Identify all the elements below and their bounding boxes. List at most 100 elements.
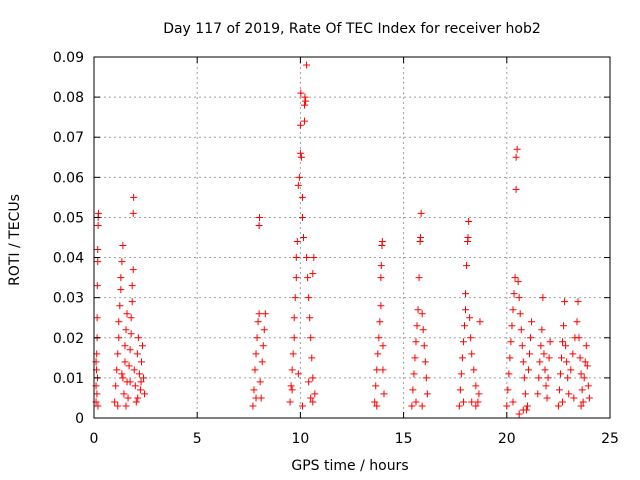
data-point [460, 322, 468, 330]
data-point [134, 334, 142, 342]
data-point [523, 402, 531, 410]
data-point [116, 302, 124, 310]
data-point [409, 386, 417, 394]
data-point [464, 234, 472, 241]
data-point [520, 374, 528, 382]
data-point [408, 402, 416, 410]
data-point [515, 410, 523, 418]
data-point [537, 342, 545, 350]
data-point [290, 314, 298, 322]
data-point [251, 366, 259, 374]
data-point [305, 378, 313, 386]
data-point [421, 358, 429, 366]
data-point [306, 314, 314, 322]
data-point [376, 318, 384, 326]
data-point [458, 354, 466, 362]
data-point [541, 366, 549, 374]
data-point [290, 334, 298, 342]
y-tick-label: 0.03 [53, 291, 84, 307]
data-point [470, 366, 478, 374]
data-point [466, 314, 474, 322]
data-point [260, 326, 268, 334]
data-point [250, 386, 258, 394]
data-point [542, 382, 550, 390]
data-point [545, 354, 553, 362]
data-point [509, 398, 517, 406]
data-point [297, 153, 305, 161]
data-point [253, 334, 261, 342]
data-point [459, 398, 467, 406]
x-tick-label: 20 [498, 431, 516, 447]
data-point [120, 390, 128, 398]
data-point [503, 402, 511, 410]
data-point [296, 149, 304, 157]
data-point [465, 217, 473, 225]
data-point [379, 342, 387, 350]
data-point [528, 318, 536, 326]
data-point [301, 117, 309, 125]
data-point [413, 322, 421, 330]
data-point [559, 398, 567, 406]
data-point [412, 338, 420, 346]
data-point [475, 390, 483, 398]
y-tick-label: 0.09 [53, 50, 84, 66]
data-point [377, 302, 385, 310]
data-point [114, 350, 122, 358]
data-point [507, 338, 515, 346]
data-point [115, 318, 123, 326]
data-point [474, 398, 482, 406]
data-point [130, 193, 138, 201]
data-point [127, 330, 135, 338]
y-tick-label: 0.07 [53, 130, 84, 146]
data-point [373, 366, 381, 374]
data-point [417, 234, 425, 241]
data-point [557, 354, 565, 362]
data-point [126, 346, 134, 354]
data-point [516, 310, 524, 318]
data-point [468, 350, 476, 358]
data-point [94, 402, 102, 410]
data-point [378, 238, 386, 246]
data-point [411, 354, 419, 362]
data-point [288, 386, 296, 394]
chart-title: Day 117 of 2019, Rate Of TEC Index for r… [163, 21, 541, 37]
data-point [311, 390, 319, 398]
data-point [576, 354, 584, 362]
data-point [580, 374, 588, 382]
data-point [114, 402, 122, 410]
data-point [93, 282, 101, 290]
data-point [573, 318, 581, 326]
data-point [373, 402, 381, 410]
data-point [459, 338, 467, 346]
data-point [288, 366, 296, 374]
data-point [417, 209, 425, 217]
data-point [511, 274, 519, 282]
data-point [472, 402, 480, 410]
data-point [514, 278, 522, 286]
x-tick-label: 5 [193, 431, 202, 447]
data-point [543, 394, 551, 402]
data-point [527, 334, 535, 342]
data-point [423, 390, 431, 398]
data-point [563, 358, 571, 366]
data-point [309, 270, 317, 278]
data-point [252, 350, 260, 358]
data-point [570, 394, 578, 402]
points-layer [92, 61, 593, 418]
data-point [472, 382, 480, 390]
data-point [307, 394, 315, 402]
data-point [115, 334, 123, 342]
data-point [287, 382, 295, 390]
data-point [119, 242, 127, 250]
x-tick-label: 25 [601, 431, 619, 447]
data-point [546, 338, 554, 346]
data-point [371, 398, 379, 406]
data-point [123, 310, 131, 318]
data-point [119, 374, 127, 382]
data-point [539, 294, 547, 302]
data-point [567, 366, 575, 374]
data-point [456, 386, 464, 394]
data-point [126, 378, 134, 386]
data-point [579, 398, 587, 406]
data-point [129, 209, 137, 217]
